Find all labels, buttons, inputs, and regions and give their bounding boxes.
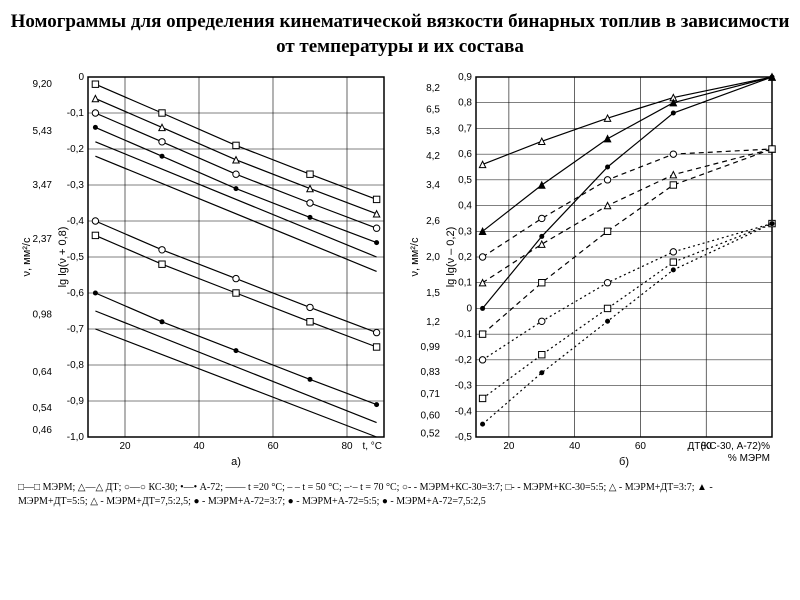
svg-text:60: 60 [267, 441, 279, 452]
svg-text:0,83: 0,83 [421, 368, 441, 379]
charts-row: 20 40 60 80 t, °C 0 -0,1 -0,2 -0,3 -0,4 -0,5 -0,6 -0… [10, 67, 790, 477]
svg-text:0: 0 [78, 72, 84, 83]
svg-text:-0,5: -0,5 [67, 252, 85, 263]
svg-text:% МЭРМ: % МЭРМ [728, 453, 770, 464]
svg-text:-0,7: -0,7 [67, 324, 85, 335]
legend: □—□ МЭРМ; △—△ ДТ; ○—○ КС-30; •—• А-72; —… [10, 481, 790, 509]
svg-text:-0,4: -0,4 [455, 407, 473, 418]
svg-text:6,5: 6,5 [426, 105, 440, 116]
svg-text:-0,4: -0,4 [67, 216, 85, 227]
svg-text:3,47: 3,47 [33, 180, 53, 191]
svg-text:0: 0 [466, 304, 472, 315]
svg-text:4,2: 4,2 [426, 152, 440, 163]
svg-text:20: 20 [119, 441, 131, 452]
svg-text:-0,2: -0,2 [455, 355, 473, 366]
svg-text:0,71: 0,71 [421, 389, 441, 400]
svg-text:0,99: 0,99 [421, 342, 441, 353]
chart-title: Номограммы для определения кинематическо… [10, 10, 790, 59]
svg-text:40: 40 [193, 441, 205, 452]
svg-text:б): б) [619, 456, 629, 468]
svg-text:lg lg(ν – 0,2): lg lg(ν – 0,2) [445, 227, 457, 288]
svg-text:2,0: 2,0 [426, 252, 440, 263]
svg-text:0,3: 0,3 [458, 227, 472, 238]
svg-text:1,5: 1,5 [426, 288, 440, 299]
svg-text:40: 40 [569, 441, 581, 452]
svg-text:0,7: 0,7 [458, 124, 472, 135]
svg-text:-0,9: -0,9 [67, 396, 85, 407]
svg-text:-0,2: -0,2 [67, 144, 85, 155]
svg-text:2,37: 2,37 [33, 234, 53, 245]
svg-text:5,3: 5,3 [426, 126, 440, 137]
svg-text:ν, мм²/с: ν, мм²/с [409, 237, 421, 276]
svg-text:0,4: 0,4 [458, 201, 472, 212]
svg-text:0,46: 0,46 [33, 425, 53, 436]
svg-text:-0,8: -0,8 [67, 360, 85, 371]
svg-text:60: 60 [635, 441, 647, 452]
svg-text:0,9: 0,9 [458, 72, 472, 83]
svg-text:ДТ(КС-30, А-72)%: ДТ(КС-30, А-72)% [688, 441, 771, 452]
svg-text:0,98: 0,98 [33, 310, 53, 321]
svg-text:0,54: 0,54 [33, 404, 53, 415]
svg-text:5,43: 5,43 [33, 126, 53, 137]
svg-text:80: 80 [341, 441, 353, 452]
svg-text:-0,1: -0,1 [67, 108, 85, 119]
svg-text:0,1: 0,1 [458, 278, 472, 289]
svg-text:0,6: 0,6 [458, 150, 472, 161]
svg-text:0,2: 0,2 [458, 252, 472, 263]
svg-text:9,20: 9,20 [33, 80, 53, 91]
svg-text:0,52: 0,52 [421, 429, 441, 440]
svg-text:0,60: 0,60 [421, 411, 441, 422]
svg-text:t, °C: t, °C [362, 441, 382, 452]
svg-text:3,4: 3,4 [426, 180, 440, 191]
svg-text:-1,0: -1,0 [67, 432, 85, 443]
svg-text:-0,1: -0,1 [455, 330, 473, 341]
chart-b-svg: 20406080ДТ(КС-30, А-72)%% МЭРМ0,90,80,70… [404, 67, 784, 477]
svg-text:0,64: 0,64 [33, 368, 53, 379]
svg-text:8,2: 8,2 [426, 83, 440, 94]
chart-a: 20 40 60 80 t, °C 0 -0,1 -0,2 -0,3 -0,4 -0,5 -0,6 -0… [16, 67, 396, 477]
svg-text:a): a) [231, 456, 241, 468]
svg-text:ν, мм²/с: ν, мм²/с [21, 237, 33, 276]
svg-text:-0,3: -0,3 [455, 381, 473, 392]
svg-text:-0,5: -0,5 [455, 432, 473, 443]
svg-text:20: 20 [503, 441, 515, 452]
svg-text:0,5: 0,5 [458, 175, 472, 186]
svg-text:-0,6: -0,6 [67, 288, 85, 299]
svg-text:-0,3: -0,3 [67, 180, 85, 191]
svg-text:1,2: 1,2 [426, 317, 440, 328]
svg-text:0,8: 0,8 [458, 98, 472, 109]
chart-a-svg: 20 40 60 80 t, °C 0 -0,1 -0,2 -0,3 -0,4 -0,5 -0,6 -0… [16, 67, 396, 477]
svg-text:lg lg(ν + 0,8): lg lg(ν + 0,8) [57, 227, 69, 288]
chart-b: 20406080ДТ(КС-30, А-72)%% МЭРМ0,90,80,70… [404, 67, 784, 477]
svg-text:2,6: 2,6 [426, 216, 440, 227]
